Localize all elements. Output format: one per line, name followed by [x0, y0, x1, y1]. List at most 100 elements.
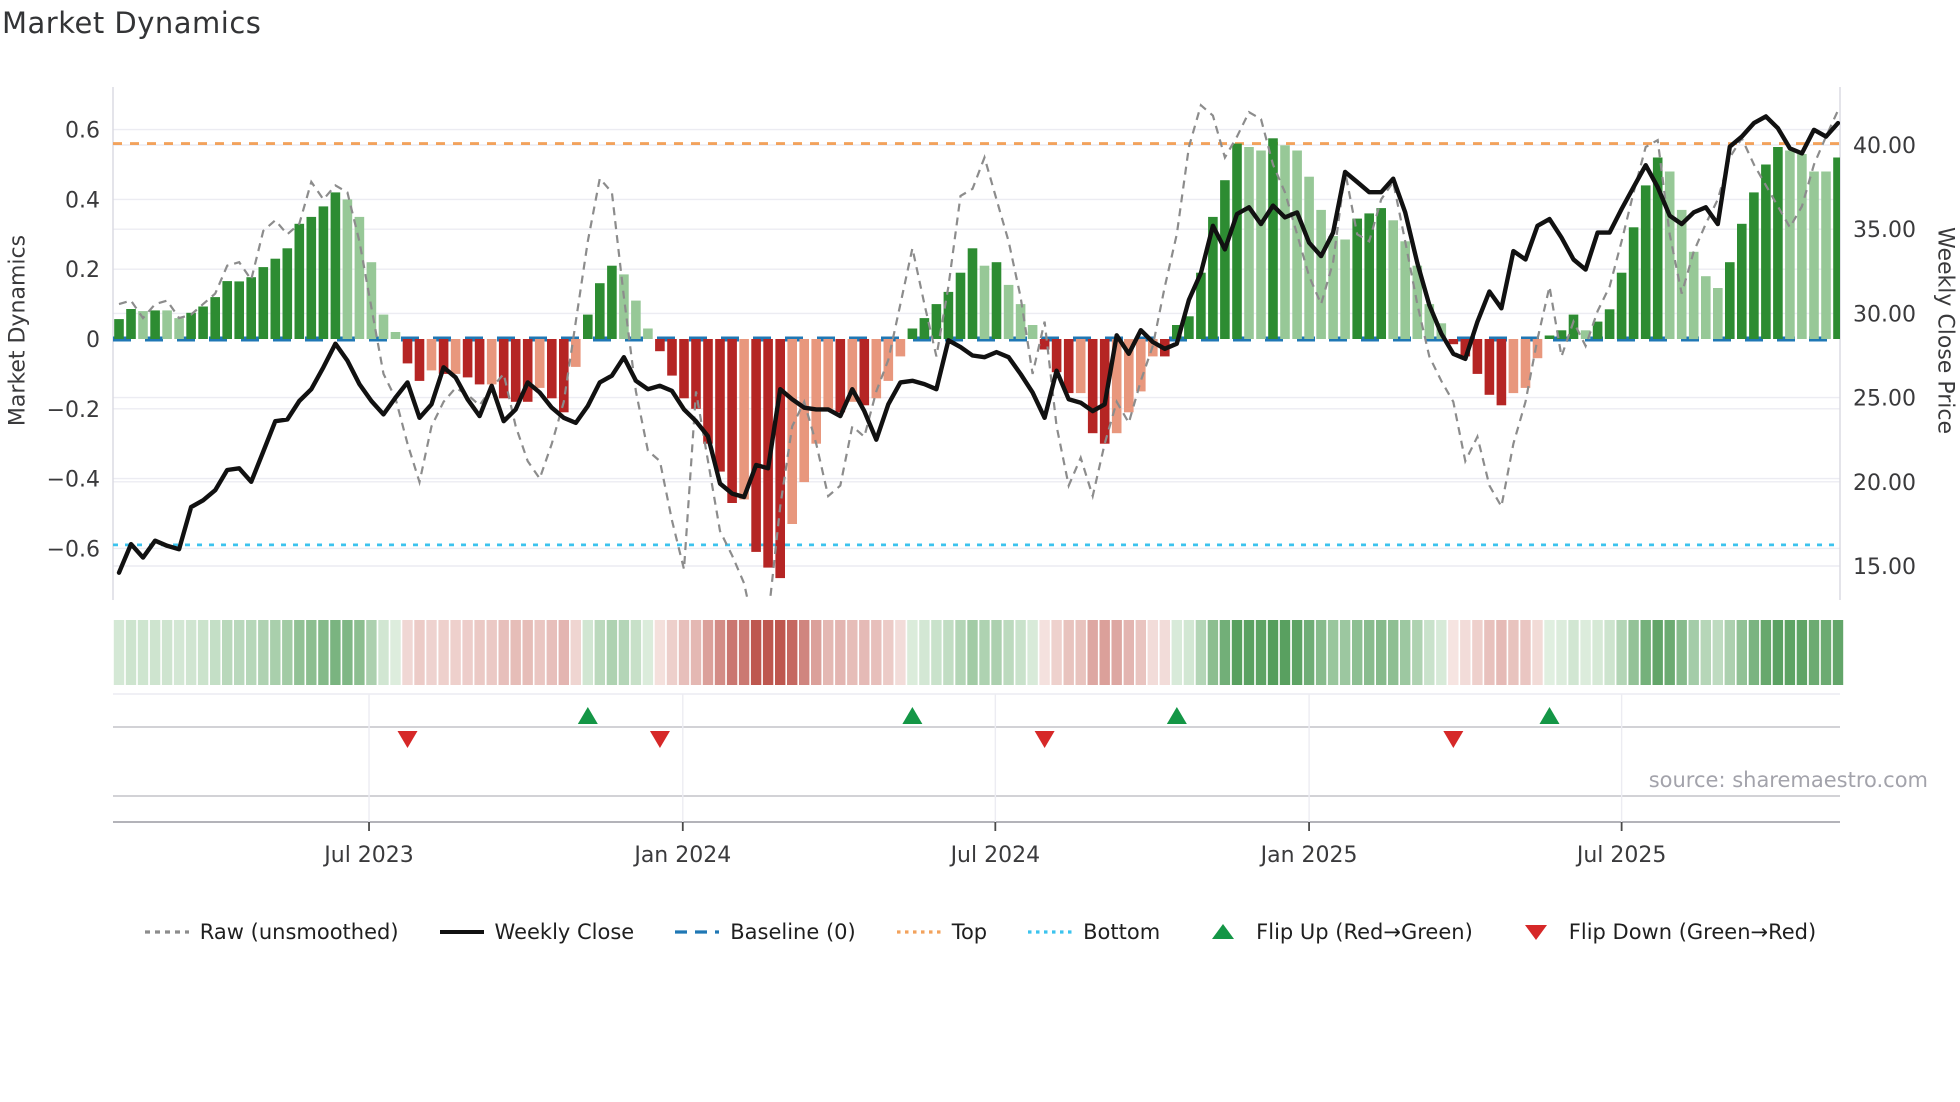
momentum-bar	[1484, 339, 1495, 395]
momentum-bar	[631, 300, 641, 339]
momentum-bar	[1592, 321, 1603, 339]
momentum-bar	[1027, 325, 1038, 339]
solid-black-line-icon	[439, 930, 484, 934]
legend-item-weekly-close[interactable]: Weekly Close	[439, 920, 634, 944]
heatmap-cell	[414, 620, 425, 685]
legend-item-flip-up-red-green[interactable]: Flip Up (Red→Green)	[1200, 920, 1473, 944]
momentum-bar	[1424, 304, 1435, 339]
momentum-bar	[1268, 138, 1278, 339]
heatmap-cell	[919, 620, 930, 685]
heatmap-cell	[510, 620, 521, 685]
momentum-bar	[1256, 150, 1266, 339]
momentum-bar	[402, 339, 413, 364]
momentum-bar	[318, 206, 329, 339]
heatmap-cell	[787, 620, 798, 685]
heatmap-cell	[258, 620, 269, 685]
heatmap-cell	[270, 620, 281, 685]
heatmap-cell	[570, 620, 581, 685]
momentum-bar	[1136, 339, 1146, 392]
flip-up-marker	[1166, 707, 1187, 724]
momentum-bar	[522, 339, 533, 402]
svg-text:−0.6: −0.6	[47, 537, 100, 562]
svg-text:0.6: 0.6	[65, 119, 100, 144]
flip-up-marker	[902, 707, 923, 724]
momentum-bar	[643, 328, 653, 339]
heatmap-cell	[1712, 620, 1723, 685]
heatmap-cell	[354, 620, 365, 685]
momentum-bar	[1556, 330, 1567, 339]
momentum-bar	[330, 192, 341, 339]
legend-item-bottom[interactable]: Bottom	[1027, 920, 1160, 944]
heatmap-cell	[1135, 620, 1146, 685]
heatmap-cell	[630, 620, 642, 685]
heatmap-cell	[1327, 620, 1339, 685]
momentum-bar	[763, 339, 773, 568]
heatmap-cell	[1267, 620, 1279, 685]
svg-text:0.2: 0.2	[65, 258, 100, 283]
legend-item-raw-unsmoothed[interactable]: Raw (unsmoothed)	[144, 920, 399, 944]
momentum-bar	[150, 310, 160, 339]
heatmap-cell	[246, 620, 257, 685]
momentum-bar	[1520, 339, 1531, 388]
x-axis-tick-label: Jan 2024	[632, 843, 731, 868]
heatmap-cell	[426, 620, 437, 685]
heatmap-cell	[1652, 620, 1663, 685]
heatmap-cell	[558, 620, 569, 685]
heatmap-cell	[1544, 620, 1555, 685]
legend-item-flip-down-green-red[interactable]: Flip Down (Green→Red)	[1513, 920, 1816, 944]
heatmap-cell	[895, 620, 906, 685]
heatmap-cell	[606, 620, 618, 685]
svg-text:20.00: 20.00	[1853, 471, 1916, 496]
heatmap-cell	[1003, 620, 1014, 685]
legend-item-label: Flip Up (Red→Green)	[1256, 920, 1473, 944]
momentum-bar	[847, 339, 858, 402]
legend-item-label: Bottom	[1083, 920, 1161, 944]
triangle-up-icon	[1212, 924, 1235, 939]
heatmap-strip	[113, 620, 1844, 685]
heatmap-cell	[1195, 620, 1207, 685]
legend-item-baseline-0[interactable]: Baseline (0)	[674, 920, 856, 944]
momentum-bar	[306, 216, 317, 339]
x-axis-tick-label: Jul 2025	[1575, 843, 1667, 868]
momentum-bar	[571, 339, 581, 367]
heatmap-cell	[462, 620, 473, 685]
heatmap-cell	[1832, 620, 1844, 685]
legend-item-top[interactable]: Top	[896, 920, 987, 944]
heatmap-cell	[1628, 620, 1639, 685]
heatmap-cell	[546, 620, 557, 685]
heatmap-cell	[378, 620, 389, 685]
right-axis-label: Weekly Close Price	[1932, 227, 1958, 434]
heatmap-cell	[1111, 620, 1122, 685]
momentum-bar	[1328, 236, 1338, 339]
heatmap-cell	[330, 620, 341, 685]
heatmap-cell	[113, 620, 125, 685]
heatmap-cell	[1039, 620, 1050, 685]
momentum-bar	[390, 332, 401, 339]
heatmap-cell	[1015, 620, 1026, 685]
heatmap-cell	[1532, 620, 1543, 685]
heatmap-cell	[678, 620, 690, 685]
momentum-bar	[583, 314, 593, 339]
heatmap-cell	[750, 620, 762, 685]
momentum-bar	[534, 339, 545, 388]
momentum-bar	[931, 304, 942, 339]
momentum-bar	[799, 339, 809, 483]
heatmap-cell	[1087, 620, 1098, 685]
heatmap-cell	[1688, 620, 1699, 685]
flip-down-marker	[649, 731, 670, 748]
momentum-bar	[354, 216, 365, 339]
momentum-bar	[1640, 185, 1651, 339]
heatmap-cell	[1099, 620, 1110, 685]
momentum-bar	[1664, 171, 1675, 339]
momentum-bar	[114, 319, 124, 339]
chart-title: Market Dynamics	[2, 6, 262, 40]
heatmap-cell	[1255, 620, 1267, 685]
raw-unsmoothed-line	[118, 103, 1840, 600]
momentum-bar	[1184, 316, 1194, 339]
momentum-bar	[1628, 227, 1639, 339]
momentum-bar	[1833, 157, 1840, 339]
heatmap-cell	[594, 620, 605, 685]
weekly-close-line	[116, 114, 1840, 575]
